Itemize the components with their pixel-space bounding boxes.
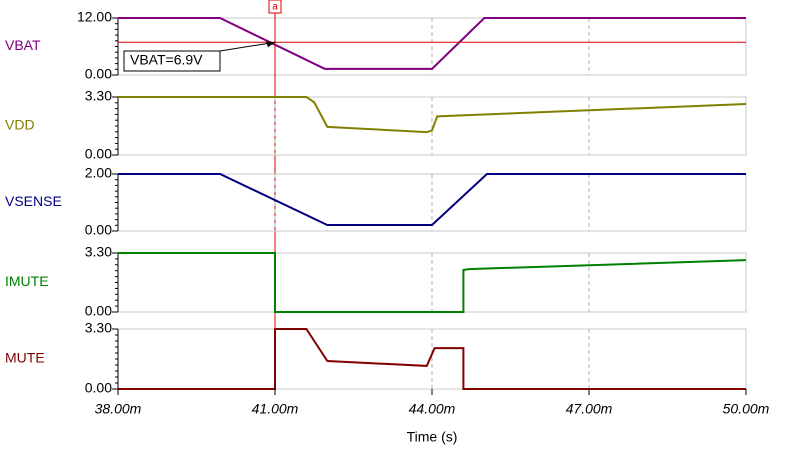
y-tick-label: 0.00 xyxy=(85,303,112,319)
y-tick-label: 3.30 xyxy=(85,320,112,336)
cursor-marker-box xyxy=(268,0,282,14)
cursor-marker: a xyxy=(272,2,278,13)
series-line xyxy=(118,173,746,227)
series-label: VSENSE xyxy=(5,193,62,209)
series-line xyxy=(118,17,746,70)
series-label: IMUTE xyxy=(5,273,49,289)
series-label: VBAT xyxy=(5,37,41,53)
x-tick-label: 41.00m xyxy=(252,401,299,417)
x-tick-label: 50.00m xyxy=(723,401,770,417)
y-tick-label: 3.30 xyxy=(85,244,112,260)
annotation: VBAT=6.9V xyxy=(130,52,203,68)
y-tick-label: 0.00 xyxy=(85,222,112,238)
y-tick-label: 3.30 xyxy=(85,88,112,104)
series-line xyxy=(118,252,747,313)
y-tick-label: 0.00 xyxy=(85,146,112,162)
annotation-box xyxy=(123,50,221,72)
x-axis-label: Time (s) xyxy=(407,429,458,445)
series-line xyxy=(118,328,746,390)
x-tick-label: 44.00m xyxy=(409,401,456,417)
y-tick-label: 12.00 xyxy=(77,9,112,25)
series-line xyxy=(118,96,747,134)
series-label: VDD xyxy=(5,117,35,133)
x-tick-label: 47.00m xyxy=(566,401,613,417)
y-tick-label: 0.00 xyxy=(85,380,112,396)
x-tick-label: 38.00m xyxy=(95,401,142,417)
y-tick-label: 2.00 xyxy=(85,165,112,181)
annotation-arrow xyxy=(219,41,276,52)
annotation-arrowhead xyxy=(266,41,275,48)
y-tick-label: 0.00 xyxy=(85,66,112,82)
series-label: MUTE xyxy=(5,350,45,366)
